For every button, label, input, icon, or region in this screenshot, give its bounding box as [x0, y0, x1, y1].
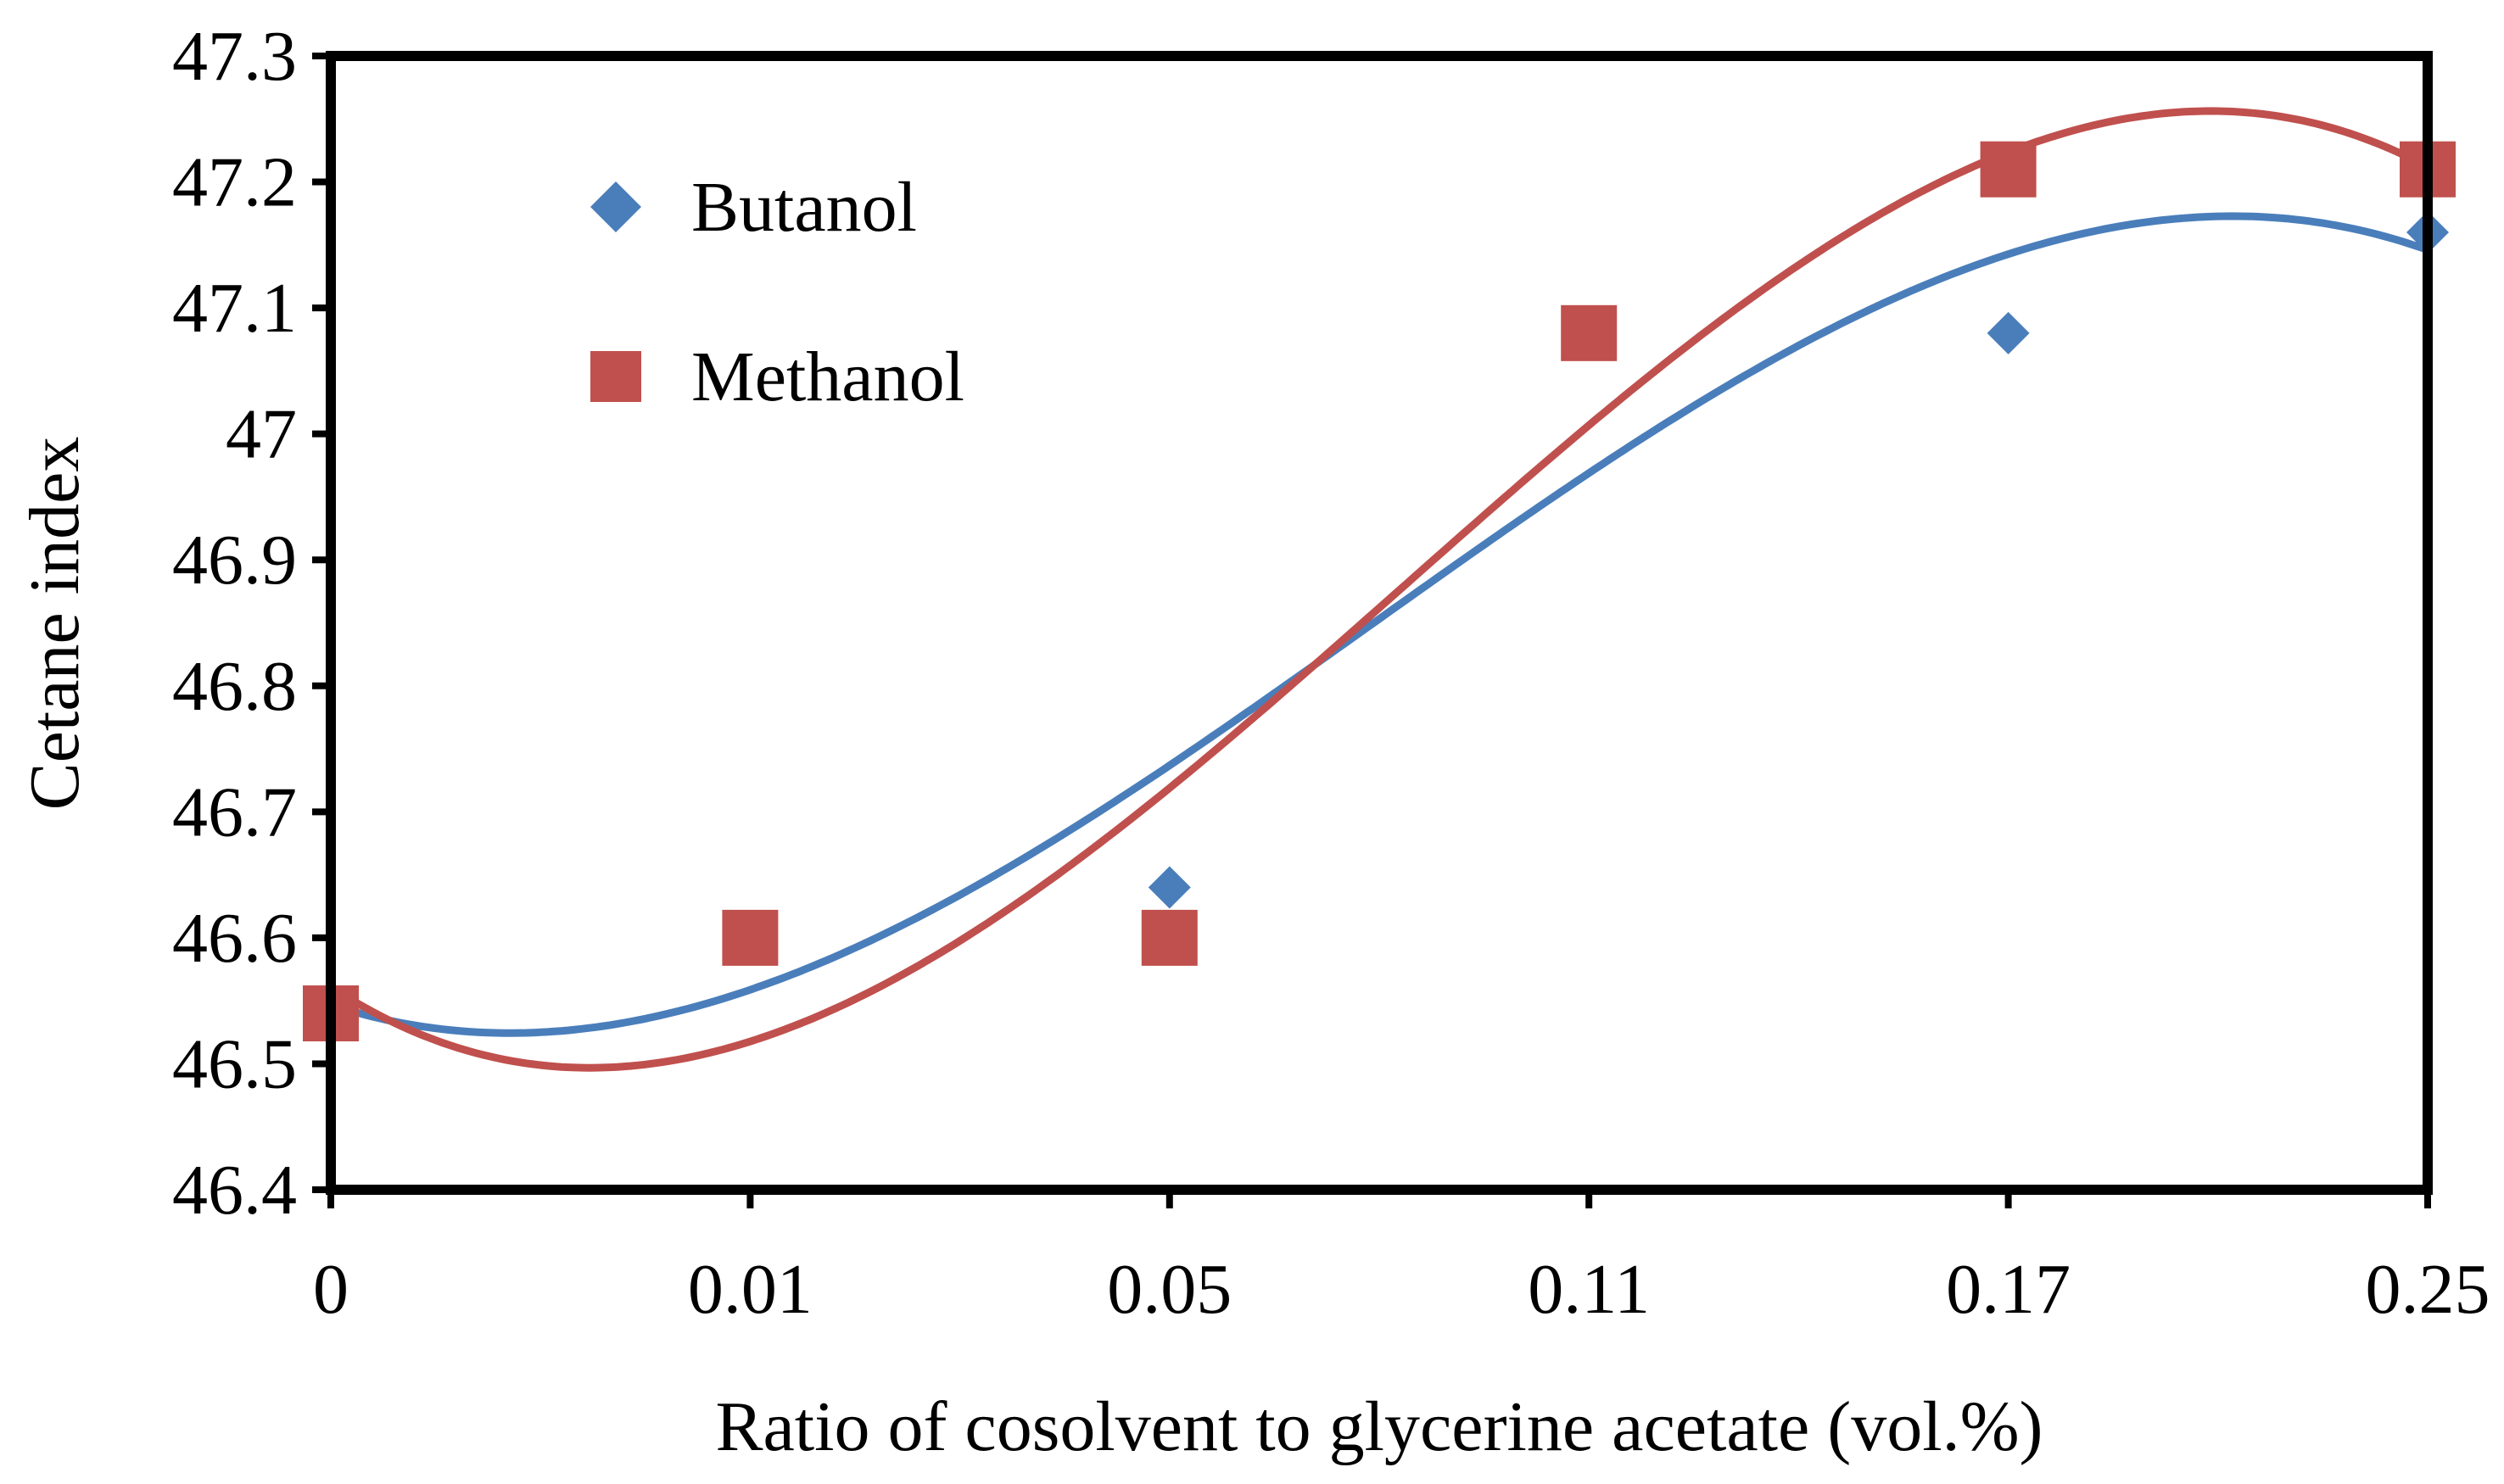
y-tick-label: 46.4: [172, 1151, 297, 1230]
y-tick-label: 47.2: [172, 143, 297, 222]
y-tick-label: 46.5: [172, 1024, 297, 1103]
x-tick-label: 0.01: [688, 1250, 813, 1329]
trendlines: [327, 107, 2432, 1072]
x-tick-label: 0.11: [1528, 1250, 1650, 1329]
x-tick-label: 0.05: [1107, 1250, 1232, 1329]
legend-marker-methanol: [590, 351, 641, 402]
x-tick-label: 0.17: [1946, 1250, 2071, 1329]
plot-area-frame: [326, 51, 2433, 1195]
y-tick-label: 47: [226, 395, 297, 474]
y-axis-title: Cetane index: [15, 437, 94, 811]
legend-label-butanol: Butanol: [691, 168, 917, 247]
y-tick-label: 47.1: [172, 269, 297, 348]
y-tick-label: 46.9: [172, 521, 297, 600]
point-butanol: [1148, 866, 1191, 909]
point-methanol: [1561, 304, 1618, 361]
y-tick-label: 46.8: [172, 647, 297, 726]
y-tick-label: 47.3: [172, 17, 297, 96]
point-methanol: [1141, 909, 1198, 966]
point-methanol: [722, 909, 779, 966]
x-tick-label: 0.25: [2366, 1250, 2490, 1329]
x-axis-ticks: 0 0.01 0.05 0.11 0.17 0.25: [313, 1190, 2490, 1329]
legend: Butanol Methanol: [590, 168, 964, 416]
point-butanol: [1987, 311, 2030, 354]
point-methanol: [1980, 141, 2037, 198]
x-tick-label: 0: [313, 1250, 349, 1329]
trendline-methanol: [327, 107, 2432, 1072]
y-tick-label: 46.6: [172, 899, 297, 978]
x-axis-title: Ratio of cosolvent to glycerine acetate …: [715, 1387, 2043, 1466]
legend-label-methanol: Methanol: [691, 338, 964, 416]
trendline-butanol: [327, 212, 2432, 1037]
y-axis-ticks: 46.4 46.5 46.6 46.7 46.8 46.9 47 47.1 47.2 47.3: [172, 17, 331, 1230]
legend-marker-butanol: [590, 181, 641, 232]
data-points: [303, 141, 2456, 1042]
y-tick-label: 46.7: [172, 773, 297, 851]
